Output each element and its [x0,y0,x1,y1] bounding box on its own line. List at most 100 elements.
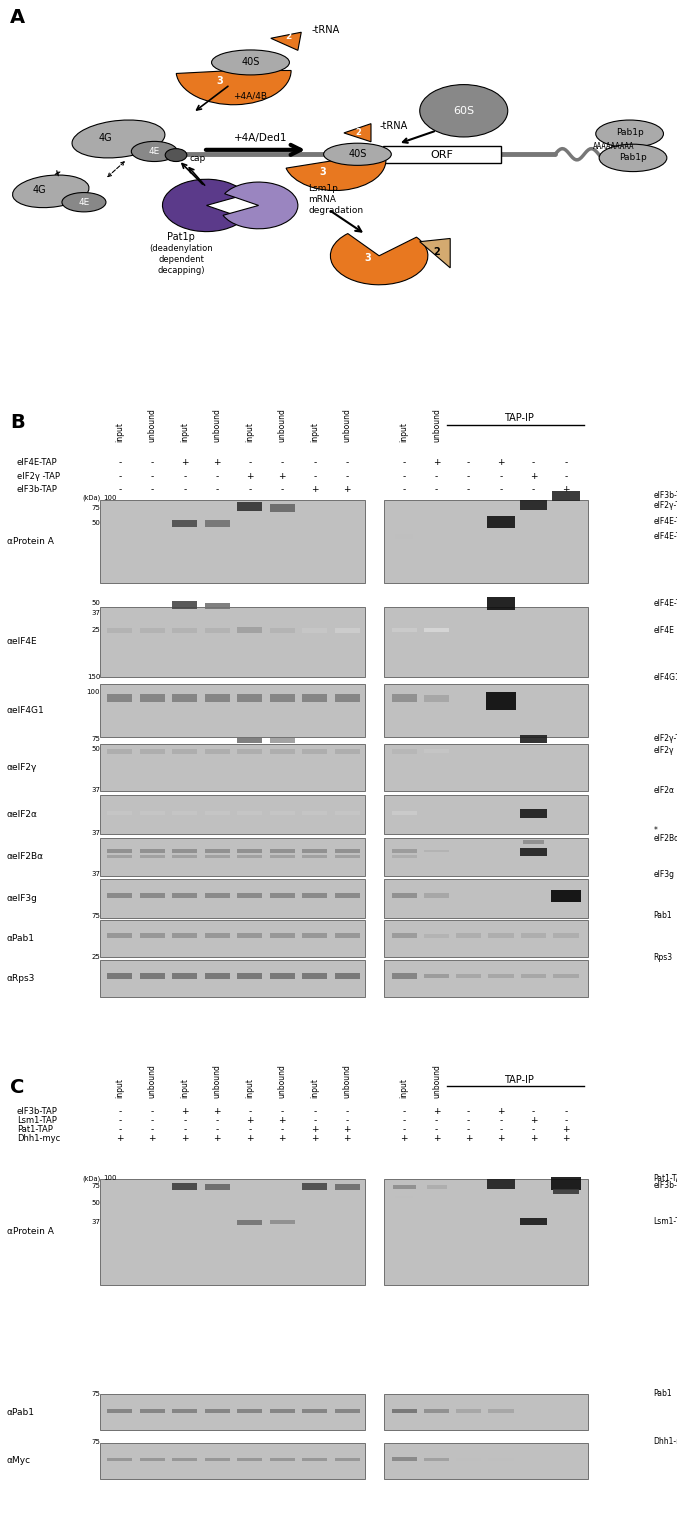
Text: -: - [313,471,316,480]
Bar [523,841,544,844]
Text: input: input [399,421,409,442]
Bar [488,933,514,938]
Text: Lsm1p
mRNA
degradation: Lsm1p mRNA degradation [308,184,363,214]
Bar [237,628,263,632]
Bar [391,973,417,979]
Text: 100: 100 [87,689,100,695]
Bar [424,894,450,898]
Text: decapping): decapping) [158,266,205,275]
Text: eIF2α: eIF2α [653,786,674,795]
Bar [139,973,165,979]
Text: B: B [10,413,25,432]
Bar [424,1458,450,1461]
Bar [424,933,450,938]
Bar [100,1442,365,1479]
Bar [204,628,230,632]
Bar [334,894,360,898]
Text: 100: 100 [104,1175,117,1181]
Bar [139,1458,165,1461]
Text: +: + [181,459,189,468]
Bar [100,961,365,997]
Text: unbound: unbound [148,407,157,442]
Bar [553,933,579,938]
Bar [107,812,133,815]
Text: αeIF2γ: αeIF2γ [7,763,37,772]
Bar [427,1184,447,1189]
Text: +: + [278,471,286,480]
Bar [424,749,450,754]
Bar [391,894,417,898]
Text: 40S: 40S [348,149,367,160]
Wedge shape [330,234,428,284]
Bar [391,812,417,815]
Text: A: A [10,8,25,27]
Text: -: - [151,1108,154,1117]
Ellipse shape [13,175,89,208]
Text: eIF2Bα: eIF2Bα [653,834,677,844]
Bar [302,933,328,938]
Text: eIF2γ: eIF2γ [653,746,674,755]
Text: AAAAAAAAA: AAAAAAAAA [592,141,634,150]
Bar [302,628,328,632]
Bar [269,933,295,938]
Text: 75: 75 [91,914,100,918]
Text: ORF: ORF [431,149,454,160]
Text: +: + [529,1116,538,1125]
Text: (kDa): (kDa) [82,1175,100,1181]
Bar [391,749,417,754]
Text: -: - [313,1108,316,1117]
Bar [519,1219,548,1225]
Bar [204,933,230,938]
Text: Pab1p: Pab1p [616,128,643,137]
Polygon shape [344,123,371,141]
Bar [391,854,417,857]
Bar [393,1184,416,1189]
Bar [269,1458,295,1461]
Bar [139,695,165,702]
Bar [302,695,328,702]
Bar [107,1458,133,1461]
Bar [487,1180,515,1189]
Bar [269,812,295,815]
Bar [269,1221,295,1224]
Bar [237,628,263,634]
Bar [391,628,417,632]
Text: -: - [346,1116,349,1125]
Bar [334,933,360,938]
Bar [424,850,450,853]
Text: 50: 50 [91,1201,100,1207]
Text: -tRNA: -tRNA [311,24,340,35]
Text: -: - [565,1108,567,1117]
Bar [302,1458,328,1461]
Bar [269,628,295,632]
Bar [100,743,365,790]
Text: 2: 2 [285,32,292,41]
Bar [334,695,360,702]
Text: 75: 75 [91,1439,100,1446]
Bar [384,606,588,676]
Text: input: input [115,1078,125,1097]
Bar [237,749,263,754]
Text: +: + [464,1134,473,1143]
Text: +: + [400,1134,408,1143]
Text: Pat1p: Pat1p [167,233,196,242]
Text: input: input [310,421,320,442]
Bar [172,854,198,857]
Bar [172,894,198,898]
Text: +: + [433,459,441,468]
Bar [384,921,588,958]
Ellipse shape [211,50,290,74]
Text: unbound: unbound [148,1064,157,1097]
Text: +: + [343,1134,351,1143]
Bar [384,1180,588,1284]
Bar [395,534,413,540]
Text: 25: 25 [91,955,100,961]
Bar [237,1221,263,1225]
Bar [204,850,230,853]
Bar [334,628,360,632]
Bar [237,850,263,853]
Text: 150: 150 [87,673,100,679]
Text: -: - [532,459,535,468]
Text: -: - [346,1108,349,1117]
Bar [269,628,295,632]
